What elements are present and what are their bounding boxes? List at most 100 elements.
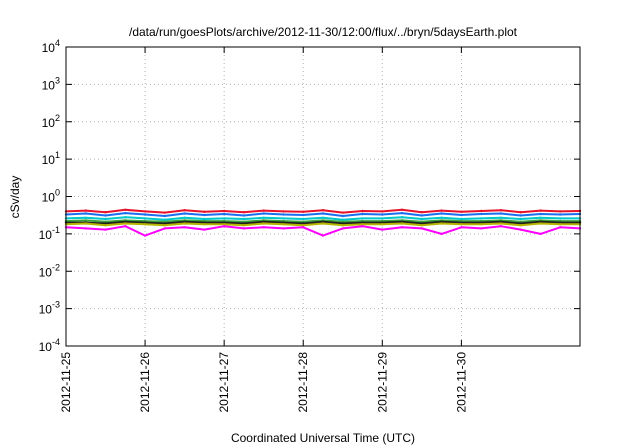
- series-group: [64, 208, 582, 237]
- y-tick-label: 10-2: [39, 262, 60, 279]
- data-point: [163, 214, 166, 218]
- data-point: [302, 213, 305, 217]
- data-point: [84, 216, 88, 219]
- chart-title: /data/run/goesPlots/archive/2012-11-30/1…: [129, 25, 518, 39]
- data-point: [163, 220, 166, 223]
- data-point: [341, 211, 344, 214]
- data-point: [539, 216, 542, 219]
- data-point: [262, 212, 265, 215]
- data-point: [242, 214, 246, 217]
- x-tick-label: 2012-11-29: [375, 352, 389, 413]
- data-point: [262, 220, 265, 223]
- data-point: [400, 222, 404, 225]
- data-point: [282, 217, 285, 220]
- data-point: [124, 211, 127, 215]
- data-point: [559, 210, 562, 213]
- data-point: [223, 221, 226, 224]
- data-point: [519, 222, 522, 225]
- data-point: [282, 227, 285, 230]
- data-point: [361, 217, 364, 220]
- data-point: [420, 214, 423, 217]
- data-point: [480, 217, 483, 220]
- data-point: [104, 224, 107, 227]
- data-point: [223, 212, 226, 216]
- data-point: [361, 209, 364, 213]
- data-point: [262, 222, 265, 225]
- data-point: [321, 220, 325, 223]
- data-point: [104, 222, 107, 225]
- data-point: [420, 222, 423, 225]
- data-point: [341, 220, 344, 223]
- data-point: [321, 209, 325, 212]
- data-point: [539, 222, 542, 225]
- data-point: [302, 220, 305, 223]
- data-point: [499, 225, 503, 228]
- data-point: [242, 227, 246, 230]
- series-7: [64, 225, 582, 237]
- data-point: [282, 213, 285, 216]
- data-point: [460, 210, 463, 213]
- data-point: [203, 213, 206, 217]
- data-point: [282, 221, 285, 224]
- data-point: [559, 223, 562, 226]
- data-point: [519, 217, 522, 221]
- data-point: [163, 222, 166, 225]
- data-point: [460, 217, 463, 221]
- data-point: [242, 224, 246, 227]
- data-point: [203, 217, 206, 221]
- data-point: [460, 213, 463, 217]
- data-point: [519, 220, 522, 223]
- data-point: [143, 234, 147, 237]
- data-point: [302, 226, 305, 229]
- data-point: [381, 217, 384, 220]
- data-point: [341, 214, 344, 218]
- data-point: [321, 212, 325, 215]
- data-point: [519, 211, 522, 214]
- y-tick-label: 10-4: [39, 337, 60, 354]
- x-tick-label: 2012-11-30: [454, 352, 468, 413]
- data-point: [499, 216, 503, 219]
- data-point: [480, 209, 483, 213]
- data-point: [124, 216, 127, 219]
- data-point: [341, 227, 344, 230]
- data-point: [223, 225, 226, 228]
- data-point: [559, 221, 562, 224]
- data-point: [440, 232, 443, 236]
- data-point: [381, 223, 384, 226]
- grid: [66, 47, 580, 346]
- data-point: [183, 216, 186, 219]
- data-point: [539, 220, 542, 223]
- series-6: [64, 222, 582, 227]
- data-point: [499, 212, 503, 215]
- data-point: [242, 222, 246, 225]
- data-point: [302, 210, 305, 213]
- data-point: [480, 221, 483, 224]
- x-tick-label: 2012-11-26: [138, 352, 152, 413]
- data-point: [104, 217, 107, 221]
- data-point: [203, 223, 206, 226]
- data-point: [262, 226, 265, 229]
- data-point: [341, 218, 344, 221]
- y-tick-labels: 10-4 10-3 10-2 10-1 100 101 102 103 104: [39, 38, 60, 354]
- data-point: [321, 216, 325, 219]
- data-point: [302, 224, 305, 227]
- y-tick-label: 100: [42, 188, 60, 205]
- data-point: [124, 225, 127, 228]
- data-point: [480, 223, 483, 226]
- data-point: [124, 222, 127, 225]
- data-point: [163, 218, 166, 221]
- data-point: [302, 222, 305, 225]
- data-point: [519, 224, 522, 227]
- data-point: [183, 212, 186, 215]
- data-point: [420, 217, 423, 221]
- data-point: [341, 222, 344, 225]
- y-tick-label: 103: [42, 75, 60, 92]
- data-point: [104, 214, 107, 217]
- data-point: [440, 212, 443, 215]
- series-2: [64, 211, 582, 218]
- data-point: [460, 223, 463, 226]
- data-point: [104, 211, 107, 214]
- data-point: [499, 220, 503, 223]
- y-tick-label: 102: [42, 113, 60, 130]
- data-point: [163, 224, 166, 227]
